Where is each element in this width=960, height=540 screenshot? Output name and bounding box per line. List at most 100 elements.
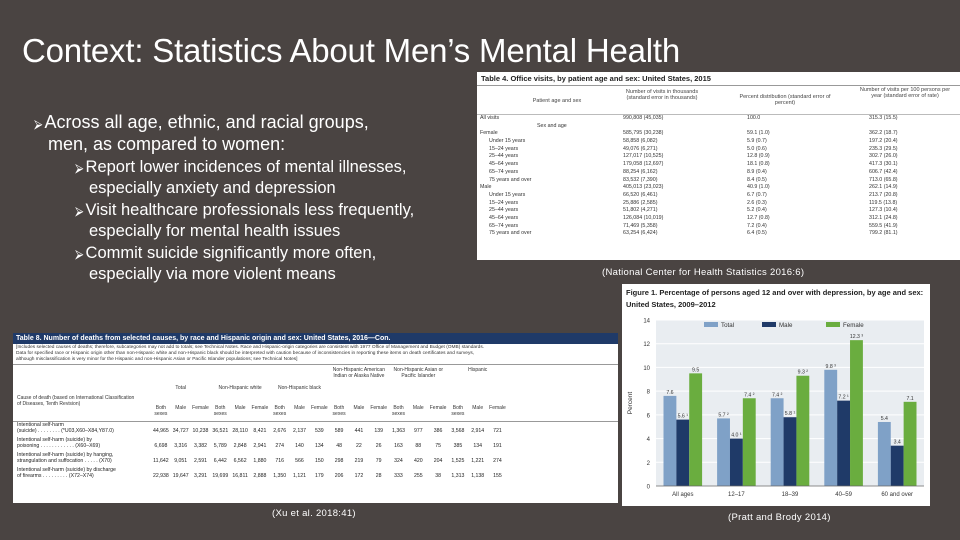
table4-cell: 5.0 (0.6) xyxy=(747,145,767,152)
table4-cell: 45–64 years xyxy=(489,214,519,221)
table8-subcol-header: Male xyxy=(175,405,187,411)
arrow-bullet-icon: ⮚ xyxy=(34,117,43,131)
sub-bullet-3-line-2: especially via more violent means xyxy=(89,265,336,283)
table8-cell: 3,316 xyxy=(174,443,188,449)
deaths-table: Table 8. Number of deaths from selected … xyxy=(13,333,618,503)
sub-bullet-2-line-1: Visit healthcare professionals less freq… xyxy=(85,201,415,219)
main-bullet-line-1: Across all age, ethnic, and racial group… xyxy=(44,112,369,132)
table4-cell: 5.2 (0.4) xyxy=(747,207,767,214)
table4-cell: 5.9 (0.7) xyxy=(747,138,767,145)
table8-cell: 19,699 xyxy=(212,473,229,479)
y-tick-label: 0 xyxy=(647,485,651,491)
bar-total xyxy=(770,398,784,486)
table8-subcol-header: Female xyxy=(370,405,388,411)
table4-cell: 45–64 years xyxy=(489,161,519,168)
table4-cell: All visits xyxy=(480,115,500,121)
table8-row: Intentional self-harm (suicide) by poison… xyxy=(13,437,618,452)
y-axis-label: Percent xyxy=(627,392,634,415)
table8-note-1: [Includes selected causes of deaths; the… xyxy=(16,345,485,350)
depression-bar-chart: 0 2 4 6 8 10 12 14 Percent Total Male Female 7.6 5.6 … xyxy=(627,319,924,498)
bar-total xyxy=(663,395,677,486)
table8-cell: 255 xyxy=(413,473,423,479)
table4-row: 15–24 years 25,886 (2,585) 2.6 (0.3) 119.5 … xyxy=(477,200,960,208)
table8-subcol-header: Female xyxy=(192,405,209,411)
table8-cell: 1,138 xyxy=(471,473,485,479)
y-tick-label: 12 xyxy=(643,342,650,348)
data-label: 7.6 xyxy=(666,390,673,396)
x-category-label: 40–59 xyxy=(835,492,852,498)
arrow-bullet-icon: ⮚ xyxy=(75,204,84,218)
sub-bullet-3-line-1: Commit suicide significantly more often, xyxy=(85,244,377,262)
data-label: 7.4 ² xyxy=(772,392,783,398)
sub-bullet-3: ⮚ Commit suicide significantly more often… xyxy=(75,243,480,284)
table8-row-label: (suicide) . . . . . . . . (*U03,X60–X84,… xyxy=(17,428,114,434)
table8-cell: 386 xyxy=(433,428,443,434)
table4-row: 25–44 years 127,017 (10,525) 12.8 (0.9) 302… xyxy=(477,153,960,161)
table4-cell: 405,013 (23,023) xyxy=(623,184,664,191)
table8-cell: 721 xyxy=(493,428,502,434)
table8-subcol-header: Both sexes xyxy=(154,405,168,417)
table8-caption: (Xu et al. 2018:41) xyxy=(272,508,356,519)
arrow-bullet-icon: ⮚ xyxy=(75,247,84,261)
table8-group-header: Total xyxy=(175,385,186,391)
data-label: 5.6 ¹ xyxy=(678,414,689,420)
table4-cell: 25–44 years xyxy=(489,153,519,160)
table8-subcol-header: Male xyxy=(412,405,424,411)
table8-cell: 2,137 xyxy=(293,428,306,434)
table4-body: All visits 990,808 (45,035) 100.0 315.3 (15… xyxy=(477,115,960,238)
table8-cell: 9,051 xyxy=(174,458,188,464)
data-label: 9.5 xyxy=(692,367,699,373)
table8-cell: 22,938 xyxy=(152,473,169,479)
table8-subcol-header: Female xyxy=(489,405,506,411)
table8-cell: 179 xyxy=(314,473,324,479)
data-label: 12.3 ³ xyxy=(850,334,864,340)
table8-cell: 34,727 xyxy=(172,428,189,434)
table4-title: Table 4. Office visits, by patient age a… xyxy=(477,72,960,86)
table4-cell: 88,254 (6,162) xyxy=(623,168,658,175)
table8-cell: 441 xyxy=(354,428,364,434)
sub-bullet-1-line-2: especially anxiety and depression xyxy=(89,179,336,197)
table8-cell: 22 xyxy=(356,443,362,449)
table8-body: Intentional self-harm (suicide) . . . . .… xyxy=(13,422,618,482)
table4-cell: 25–44 years xyxy=(489,207,519,214)
table4-cell: 7.2 (0.4) xyxy=(747,222,767,229)
legend-label: Male xyxy=(779,322,793,329)
table8-cell: 539 xyxy=(314,428,324,434)
bar-female xyxy=(742,398,756,486)
table8-cell: 6,562 xyxy=(233,458,247,464)
table4-header: Patient age and sex Number of visits in … xyxy=(477,86,960,115)
main-bullet: ⮚ Across all age, ethnic, and racial grou… xyxy=(30,112,480,154)
table8-cell: 274 xyxy=(275,443,285,449)
table4-cell: 63,254 (6,424) xyxy=(623,230,658,237)
table4-cell: Under 15 years xyxy=(489,138,526,145)
table8-cell: 11,642 xyxy=(153,458,169,464)
table8-cell: 2,676 xyxy=(273,428,287,434)
table8-group-header: Non-Hispanic black xyxy=(277,385,322,391)
slide-title: Context: Statistics About Men’s Mental H… xyxy=(22,32,681,69)
table8-cell: 2,888 xyxy=(253,473,267,479)
data-label: 7.1 xyxy=(906,396,913,402)
table8-cell: 79 xyxy=(375,458,382,464)
table8-cell: 3,291 xyxy=(194,473,207,479)
table8-row-label: Intentional self-harm (suicide) by hangi… xyxy=(17,452,114,458)
table4-cell: 127.3 (10.4) xyxy=(869,207,898,214)
table8-cell: 6,442 xyxy=(213,458,227,464)
table8-row: Intentional self-harm (suicide) by disch… xyxy=(13,467,618,482)
table4-cell: 58,858 (6,082) xyxy=(623,138,658,145)
main-bullet-line-2: men, as compared to women: xyxy=(48,134,286,154)
table4-col-age: Patient age and sex xyxy=(532,98,582,104)
table8-subcol-header: Both sexes xyxy=(332,405,346,417)
table8-row-label: Intentional self-harm (suicide) by disch… xyxy=(17,467,116,473)
table4-row: Female 585,795 (30,238) 59.1 (1.0) 362.2 (1… xyxy=(477,130,960,138)
bar-female xyxy=(903,401,917,486)
y-tick-label: 2 xyxy=(647,461,651,467)
table4-cell: 59.1 (1.0) xyxy=(747,130,770,137)
table4-cell: 713.0 (65.8) xyxy=(869,176,898,183)
data-label: 5.7 ² xyxy=(718,412,729,418)
table4-sex-and-age: Sex and age xyxy=(537,122,567,129)
table4-cell: 71,469 (5,358) xyxy=(623,222,658,229)
table4-row: Under 15 years 66,520 (6,461) 6.7 (0.7) 213… xyxy=(477,192,960,200)
table4-row: Sex and age xyxy=(477,123,960,131)
table4-caption: (National Center for Health Statistics 2… xyxy=(602,267,805,278)
table4-cell: 127,017 (10,525) xyxy=(623,153,664,160)
